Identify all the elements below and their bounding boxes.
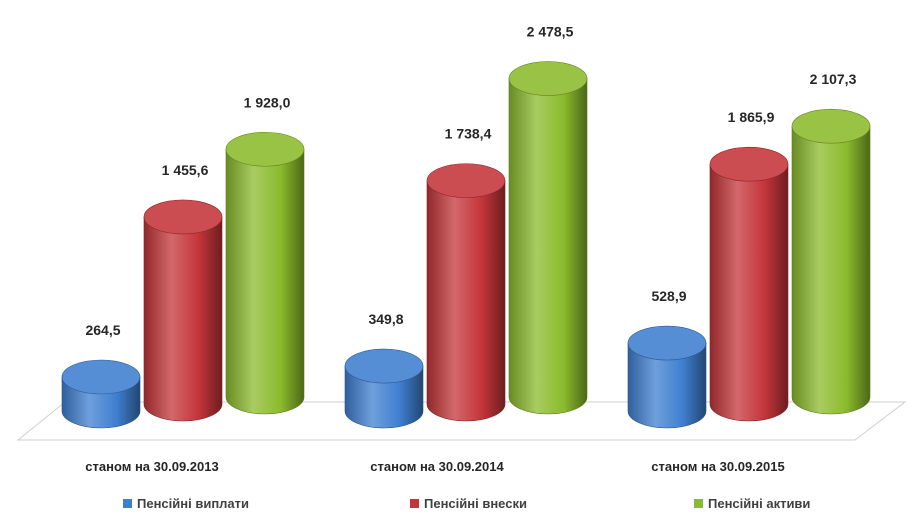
legend-item-pension-contributions: Пенсійні внески	[410, 496, 527, 511]
legend-item-pension-payments: Пенсійні виплати	[123, 496, 249, 511]
legend-label: Пенсійні виплати	[137, 496, 250, 511]
data-label: 1 738,4	[445, 126, 492, 142]
chart-series-group: 264,5 1 455,6 1 928,0 349,8 1 738,4 2 478,5 52…	[61, 24, 871, 429]
chart-legend: Пенсійні виплати Пенсійні внески Пенсійн…	[0, 496, 917, 516]
data-label: 1 928,0	[244, 94, 291, 110]
bar	[225, 131, 305, 415]
bar	[61, 359, 141, 429]
category-label: станом на 30.09.2014	[370, 459, 504, 474]
data-label: 2 107,3	[810, 71, 857, 87]
data-label: 2 478,5	[527, 24, 574, 40]
legend-label: Пенсійні активи	[708, 496, 811, 511]
legend-item-pension-assets: Пенсійні активи	[694, 496, 810, 511]
bar	[508, 61, 588, 415]
category-label: станом на 30.09.2015	[651, 459, 784, 474]
data-label: 349,8	[368, 311, 403, 327]
legend-label: Пенсійні внески	[424, 496, 527, 511]
data-label: 1 865,9	[728, 109, 775, 125]
category-axis: станом на 30.09.2013 станом на 30.09.2014…	[85, 459, 784, 474]
legend-swatch	[410, 499, 419, 508]
bar	[143, 199, 223, 422]
bar	[791, 108, 871, 415]
legend-swatch	[123, 499, 132, 508]
chart-floor	[16, 401, 907, 441]
bar	[426, 163, 506, 422]
category-label: станом на 30.09.2013	[85, 459, 218, 474]
bar	[709, 146, 789, 422]
data-label: 528,9	[651, 288, 686, 304]
data-label: 264,5	[85, 322, 120, 338]
bar	[627, 325, 707, 429]
bar	[344, 348, 424, 429]
legend-swatch	[694, 499, 703, 508]
data-label: 1 455,6	[162, 162, 209, 178]
